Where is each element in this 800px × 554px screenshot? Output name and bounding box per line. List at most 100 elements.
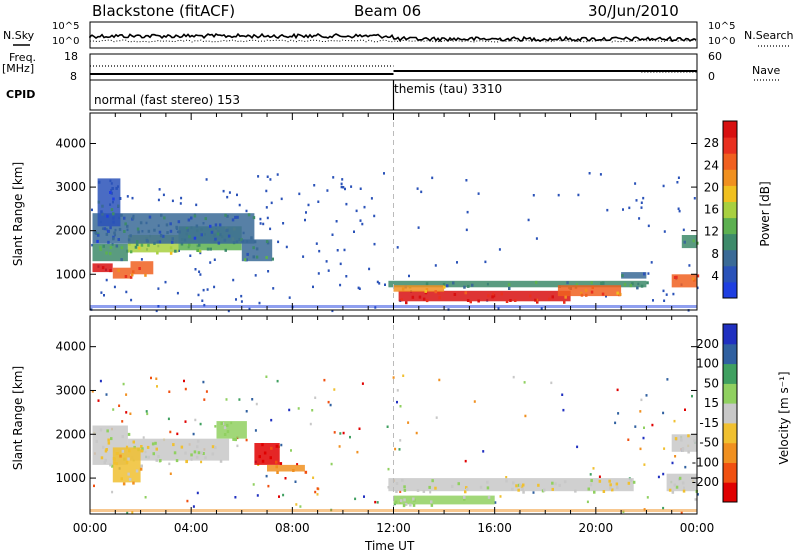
velocity-noise-cell — [200, 460, 203, 464]
velocity-noise-cell — [680, 511, 683, 515]
power-noise-cell — [465, 179, 468, 182]
velocity-region-cell — [190, 453, 193, 457]
velocity-region-cell — [615, 482, 619, 486]
power-region-cell — [137, 246, 141, 250]
power-region-cell — [109, 191, 112, 194]
velocity-noise-cell — [696, 493, 699, 496]
power-noise-cell — [100, 291, 103, 294]
power-region-cell — [209, 247, 212, 251]
power-region-cell — [96, 239, 99, 243]
velocity-noise-cell — [234, 496, 237, 499]
velocity-noise-cell — [196, 491, 199, 495]
power-noise-cell — [269, 227, 272, 231]
power-noise-cell — [384, 283, 386, 286]
power-noise-cell — [662, 289, 665, 293]
velocity-noise-cell — [203, 398, 206, 401]
velocity-noise-cell — [387, 467, 390, 471]
power-region — [557, 285, 622, 297]
power-noise-cell — [357, 286, 360, 290]
power-region-cell — [156, 240, 160, 244]
velocity-noise-cell — [316, 487, 319, 490]
velocity-region-cell — [466, 487, 469, 491]
velocity-region-cell — [675, 485, 679, 489]
power-region-cell — [424, 289, 427, 293]
power-noise-cell — [280, 197, 283, 201]
x-tick-label: 04:00 — [174, 521, 209, 535]
power-colorbar-tick: 8 — [711, 247, 719, 261]
power-noise-cell — [350, 185, 353, 188]
velocity-region-cell — [416, 489, 420, 492]
power-region-cell — [198, 249, 202, 253]
power-region-cell — [103, 227, 107, 231]
power-region-cell — [148, 215, 152, 219]
velocity-region-cell — [128, 477, 132, 481]
velocity-region-cell — [609, 486, 612, 490]
power-noise-cell — [171, 199, 174, 203]
power-region-cell — [246, 252, 249, 256]
velocity-noise-cell — [167, 417, 170, 421]
power-region-cell — [271, 257, 274, 261]
velocity-noise-cell — [392, 376, 395, 379]
power-region-cell — [252, 255, 255, 259]
velocity-region-cell — [451, 484, 454, 488]
velocity-region-cell — [609, 483, 612, 487]
velocity-noise-cell — [297, 407, 300, 410]
power-noise-cell — [304, 218, 306, 222]
velocity-noise-cell — [512, 375, 515, 379]
velocity-noise-cell — [494, 501, 497, 504]
velocity-region — [671, 434, 697, 452]
velocity-noise-cell — [639, 447, 642, 451]
velocity-region-cell — [681, 447, 685, 451]
velocity-region-cell — [520, 484, 524, 488]
power-noise-cell — [180, 196, 183, 200]
power-colorbar-swatch — [723, 281, 737, 299]
velocity-noise-cell — [399, 490, 402, 493]
power-region-cell — [640, 284, 644, 288]
power-ytick-label: 4000 — [55, 137, 86, 151]
velocity-region-cell — [486, 486, 490, 490]
velocity-region-cell — [558, 483, 561, 487]
power-region-cell — [646, 281, 649, 285]
power-noise-cell — [642, 196, 645, 200]
power-region-cell — [675, 275, 678, 279]
velocity-region-cell — [487, 495, 491, 499]
power-region-cell — [190, 216, 193, 220]
velocity-noise-cell — [255, 402, 258, 406]
velocity-region-cell — [195, 455, 199, 459]
velocity-colorbar-frame — [722, 323, 738, 503]
power-region-cell — [590, 290, 594, 294]
power-noise-cell — [635, 199, 638, 202]
velocity-region-cell — [401, 478, 404, 482]
velocity-region-cell — [261, 459, 265, 463]
power-region-cell — [193, 214, 197, 218]
power-region-cell — [442, 282, 446, 286]
power-region-cell — [107, 240, 110, 244]
power-region-cell — [507, 283, 511, 287]
power-noise-cell — [126, 195, 129, 198]
power-region-cell — [109, 226, 112, 230]
power-noise-cell — [497, 307, 500, 310]
power-region-cell — [139, 221, 143, 225]
velocity-noise-cell — [183, 379, 185, 383]
power-region-cell — [529, 294, 532, 298]
power-noise-cell — [373, 242, 376, 246]
velocity-region-cell — [155, 458, 158, 462]
power-region-cell — [477, 299, 480, 303]
power-noise-cell — [265, 189, 268, 193]
cpid-segment-2: themis (tau) 3310 — [394, 82, 503, 96]
power-region-cell — [174, 249, 177, 253]
velocity-region-cell — [155, 447, 158, 451]
velocity-noise-cell — [576, 445, 579, 449]
power-region-cell — [508, 287, 511, 290]
velocity-noise-cell — [184, 387, 187, 391]
power-noise-cell — [652, 299, 654, 302]
power-region-cell — [112, 237, 115, 241]
freq-panel-frame — [89, 53, 698, 81]
velocity-colorbar-tick: -200 — [692, 475, 719, 489]
power-region — [621, 272, 647, 279]
power-noise-cell — [640, 201, 643, 204]
power-region-cell — [147, 243, 150, 247]
velocity-noise-cell — [97, 399, 100, 402]
velocity-region-cell — [104, 458, 107, 462]
power-region-cell — [117, 204, 120, 208]
